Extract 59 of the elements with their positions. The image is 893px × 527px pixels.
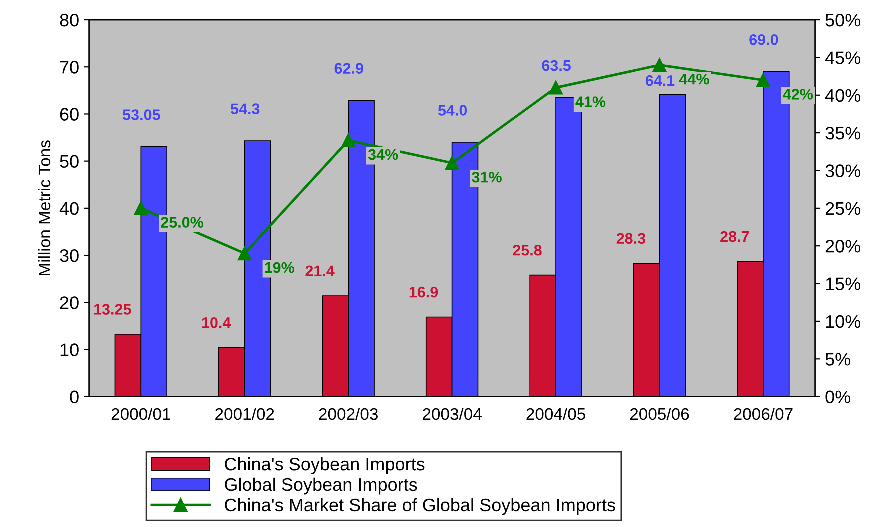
y2-tick-label: 0% [826,390,850,404]
y-tick-label: 20 [60,296,79,310]
y-tick-label: 30 [60,249,79,262]
data-label: 25.0% [161,217,204,228]
y-tick-label: 10 [60,344,79,356]
y2-tick-label: 45% [825,52,861,64]
point [238,246,252,261]
legend-label: China's Market Share of Global Soybean Imports [225,498,616,516]
data-label: 44% [679,74,710,85]
x-tick-label: 2004/05 [526,408,586,420]
data-label: 62.9 [334,63,364,74]
y2-tick-label: 10% [826,315,861,328]
data-label: 64.1 [646,75,675,86]
x-tick-label: 2006/07 [734,408,793,420]
y-axis-title: Million Metric Tons [38,140,51,276]
data-label: 34% [368,149,398,160]
x-tick-label: 2000/01 [112,408,170,420]
data-label: 19% [265,262,294,274]
y-tick-label: 50 [60,155,79,168]
data-label: 16.9 [410,286,438,298]
data-label: 31% [472,172,502,183]
y-tick-label: 80 [60,14,79,27]
x-tick-label: 2005/06 [630,408,690,420]
point [756,73,770,88]
x-tick-label: 2003/04 [423,408,482,420]
y2-tick-label: 30% [826,164,861,178]
y2-tick-label: 40% [825,89,861,102]
data-label: 54.3 [230,104,260,115]
data-label: 28.7 [720,231,750,242]
y2-tick-label: 35% [826,127,861,140]
legend-label: Global Soybean Imports [225,478,418,495]
y2-tick-label: 20% [826,240,861,253]
y-tick-label: 0 [70,390,79,404]
y2-tick-label: 50% [826,14,861,27]
x-tick-label: 2001/02 [216,408,274,420]
data-label: 25.8 [513,244,542,256]
data-label: 41% [576,96,606,108]
legend-label: China's Soybean Imports [225,457,425,474]
point [342,134,356,148]
point [445,156,460,170]
data-label: 54.0 [438,105,468,116]
point [549,80,563,95]
data-label: 63.5 [542,60,571,72]
data-label: 21.4 [306,266,335,276]
point [134,201,148,216]
data-label: 69.0 [750,34,778,46]
data-label: 53.05 [123,110,160,120]
data-label: 28.3 [616,233,646,244]
y2-tick-label: 25% [826,202,861,216]
y2-tick-label: 15% [826,278,861,291]
data-label: 42% [783,89,814,100]
x-tick-label: 2002/03 [319,408,378,420]
y-tick-label: 60 [60,108,79,121]
data-label: 13.25 [94,304,132,315]
y2-tick-label: 5% [826,353,850,366]
y-tick-label: 40 [60,202,79,216]
point [652,58,667,72]
y-tick-label: 70 [60,61,79,74]
data-label: 10.4 [202,318,232,328]
